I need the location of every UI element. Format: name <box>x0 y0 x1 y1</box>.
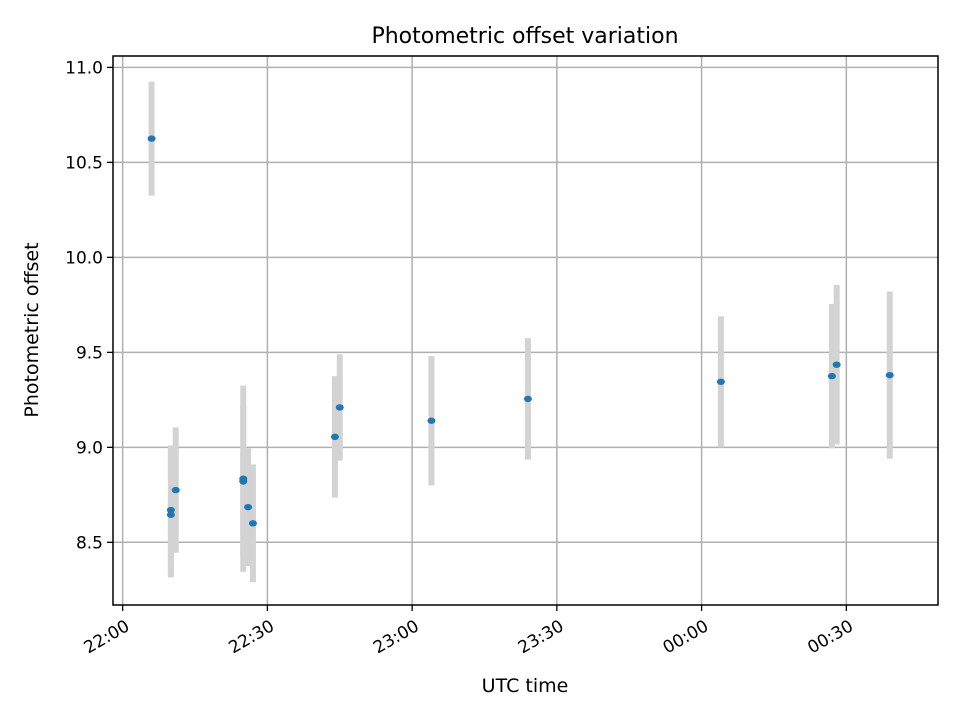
grid <box>113 56 938 605</box>
y-tick-label: 11.0 <box>65 58 103 78</box>
x-tick-label: 23:30 <box>515 616 567 658</box>
data-point <box>885 371 894 379</box>
y-axis-label: Photometric offset <box>21 242 43 417</box>
x-tick-label: 22:30 <box>225 616 277 658</box>
error-bars <box>148 81 893 583</box>
x-axis-label: UTC time <box>482 675 569 697</box>
y-tick-label: 10.0 <box>65 248 103 268</box>
data-point <box>330 433 339 441</box>
data-point <box>716 378 725 385</box>
x-axis-ticks: 22:00 22:30 23:00 23:30 00:00 00:30 <box>81 605 857 658</box>
data-point <box>166 506 175 514</box>
data-point <box>171 486 180 494</box>
x-tick-label: 00:00 <box>660 616 712 658</box>
data-point <box>166 511 175 518</box>
data-point <box>248 520 257 527</box>
data-point <box>523 395 532 403</box>
data-point <box>427 417 436 424</box>
data-point <box>147 135 156 142</box>
chart-title: Photometric offset variation <box>371 24 678 49</box>
x-tick-label: 22:00 <box>81 616 133 658</box>
y-tick-label: 9.5 <box>76 343 103 363</box>
data-point <box>244 503 253 511</box>
data-point <box>335 404 344 411</box>
data-points <box>147 135 894 527</box>
data-point <box>832 361 841 368</box>
y-axis-ticks: 8.5 9.0 9.5 10.0 10.5 11.0 <box>65 58 113 553</box>
x-tick-label: 23:00 <box>370 616 422 658</box>
plot-frame <box>112 55 939 606</box>
data-point <box>827 372 836 380</box>
x-tick-label: 00:30 <box>804 616 856 658</box>
data-point <box>239 478 248 485</box>
y-tick-label: 10.5 <box>65 153 103 173</box>
y-tick-label: 9.0 <box>76 438 103 458</box>
y-tick-label: 8.5 <box>76 533 103 553</box>
